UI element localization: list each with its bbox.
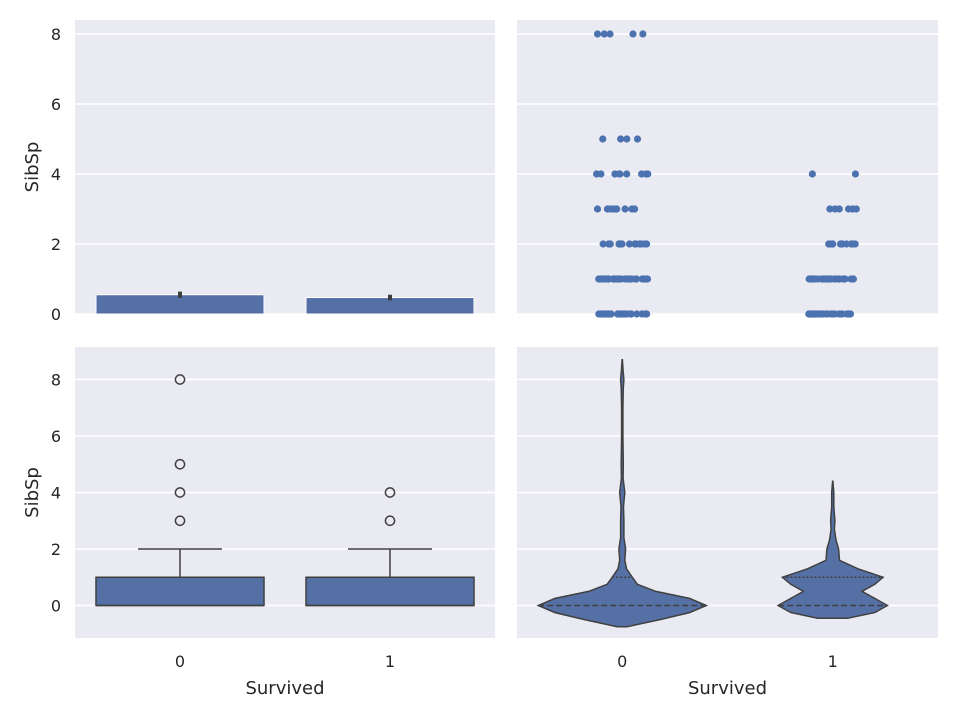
strip-point [613, 205, 621, 213]
x-tick-label: 1 [828, 652, 838, 671]
strip-point [606, 240, 614, 248]
strip-point [819, 310, 827, 318]
strip-point [835, 310, 843, 318]
strip-point [848, 275, 856, 283]
box [95, 576, 265, 607]
strip-point [843, 310, 851, 318]
strip-point [852, 205, 860, 213]
violin-body [536, 358, 709, 628]
strip-point [637, 240, 645, 248]
strip-point [642, 310, 650, 318]
strip-point [621, 310, 629, 318]
strip-point [808, 170, 816, 178]
outlier-point [384, 515, 396, 527]
strip-point [600, 30, 608, 38]
strip-point [606, 205, 614, 213]
outlier-point [174, 374, 186, 385]
y-tick-label: 4 [51, 165, 61, 184]
strip-point [604, 275, 612, 283]
strip-point [623, 170, 631, 178]
y-tick-label: 0 [51, 597, 61, 616]
outlier-point [174, 515, 186, 527]
y-tick-label: 8 [51, 370, 61, 389]
strip-panel [517, 20, 938, 318]
x-tick-label: 0 [175, 652, 185, 671]
plot-area [75, 20, 495, 314]
x-tick-label: 1 [385, 652, 395, 671]
strip-point [599, 135, 607, 143]
strip-point [830, 275, 838, 283]
strip-point [629, 30, 637, 38]
strip-point [642, 275, 650, 283]
strip-point [842, 240, 851, 248]
strip-point [810, 310, 818, 318]
strip-point [644, 170, 652, 178]
strip-point [593, 205, 602, 213]
strip-point [810, 275, 819, 283]
y-tick-label: 2 [51, 540, 61, 559]
strip-point [630, 205, 639, 213]
strip-point [844, 205, 853, 213]
plot-area [517, 20, 938, 314]
outlier-point [174, 458, 186, 470]
strip-point [616, 170, 624, 178]
strip-point [621, 205, 629, 213]
outlier-point [174, 487, 186, 498]
y-tick-label: 2 [51, 235, 61, 254]
strip-point [633, 310, 641, 318]
strip-point [597, 170, 605, 178]
strip-point [828, 310, 836, 318]
strip-point [851, 170, 860, 178]
box-panel: 0 2 4 6 8 SibSp 0 1 Survived [22, 347, 495, 699]
strip-point [623, 135, 631, 143]
y-tick-label: 0 [51, 305, 61, 324]
x-axis-label: Survived [245, 678, 324, 699]
strip-point [638, 170, 646, 178]
strip-point [825, 275, 833, 283]
strip-point [627, 310, 635, 318]
strip-point [615, 240, 623, 248]
strip-point [607, 310, 615, 318]
y-tick-label: 8 [51, 25, 61, 44]
y-tick-label: 6 [51, 427, 61, 446]
y-tick-label: 6 [51, 95, 61, 114]
violin-body [776, 480, 889, 619]
outlier-point [384, 487, 396, 498]
bar-panel: 0 2 4 6 8 SibSp [22, 20, 495, 324]
strip-point [617, 135, 625, 143]
y-axis-label: SibSp [22, 142, 43, 193]
strip-point [599, 240, 607, 248]
x-tick-label: 0 [617, 652, 627, 671]
strip-point [835, 205, 843, 213]
strip-point [631, 240, 639, 248]
strip-point [614, 310, 622, 318]
strip-point [639, 30, 647, 38]
box [305, 576, 475, 607]
y-tick-label: 4 [51, 484, 61, 503]
strip-point [606, 30, 614, 38]
strip-point [633, 135, 642, 143]
strip-point [826, 205, 834, 213]
y-axis-label: SibSp [22, 467, 43, 518]
strip-point [626, 275, 634, 283]
strip-point [829, 240, 837, 248]
strip-point [593, 30, 602, 38]
strip-point [625, 240, 634, 248]
x-axis-label: Survived [688, 678, 767, 699]
strip-point [595, 275, 603, 283]
strip-point [609, 275, 617, 283]
violin-panel: 0 1 Survived [517, 347, 938, 699]
